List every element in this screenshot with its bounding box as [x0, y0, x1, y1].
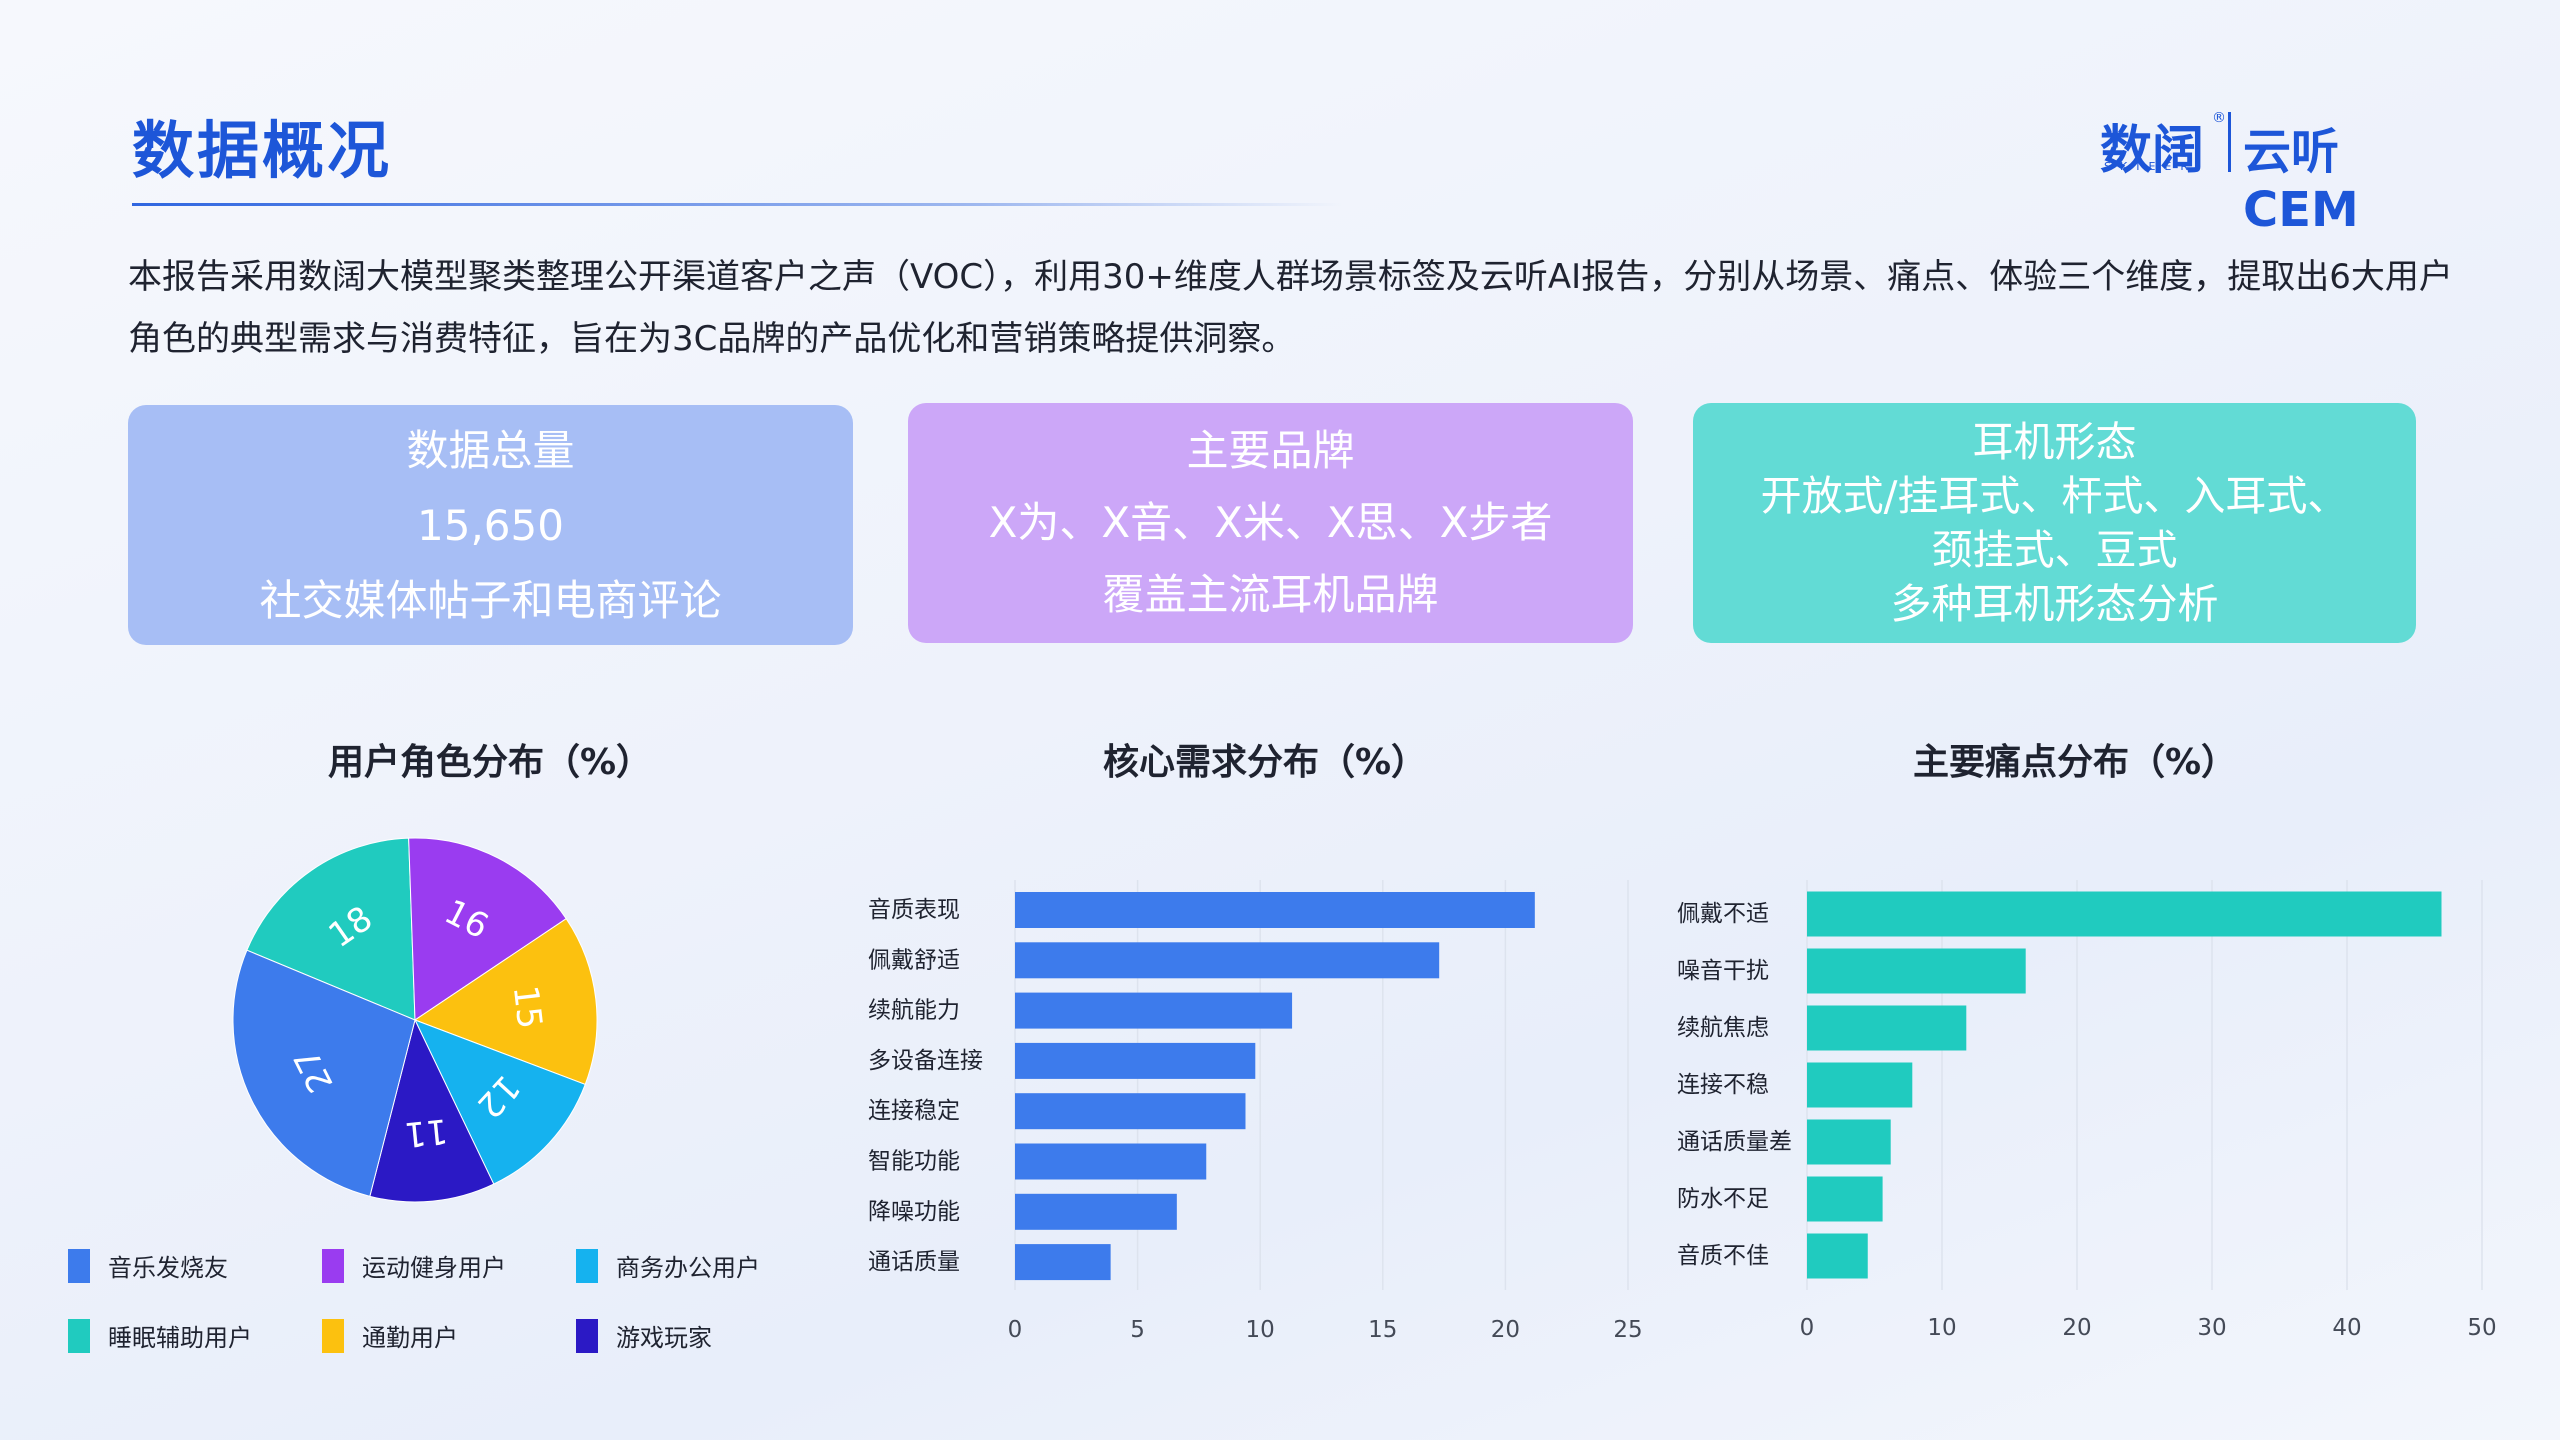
category-label-7: 降噪功能	[868, 1199, 960, 1225]
legend-swatch-4	[68, 1318, 90, 1353]
legend-label-6: 游戏玩家	[616, 1324, 712, 1352]
card-earphone-forms: 耳机形态 开放式/挂耳式、杆式、入耳式、 颈挂式、豆式 多种耳机形态分析	[1693, 403, 2416, 643]
category-label-7: 音质不佳	[1677, 1243, 1769, 1269]
bar-4	[1015, 1042, 1256, 1079]
category-label-8: 通话质量	[868, 1249, 960, 1275]
bar-5	[1807, 1119, 1891, 1165]
bar-1	[1807, 891, 2442, 937]
pie-slice-3	[414, 1019, 586, 1185]
category-label-6: 智能功能	[868, 1149, 960, 1175]
x-tick-label-1: 0	[1800, 1315, 1815, 1341]
x-tick-label-6: 50	[2467, 1315, 2496, 1341]
x-tick-label-5: 40	[2332, 1315, 2361, 1341]
legend-item-6: 游戏玩家	[576, 1318, 712, 1353]
x-tick-label-1: 0	[1008, 1317, 1023, 1343]
category-label-2: 佩戴舒适	[868, 947, 960, 973]
category-label-1: 音质表现	[868, 897, 960, 923]
card-data-total: 数据总量 15,650 社交媒体帖子和电商评论	[128, 405, 853, 645]
x-tick-label-4: 30	[2197, 1315, 2226, 1341]
logo-registered-mark: ®	[2212, 110, 2226, 126]
painpoint-chart-title: 主要痛点分布（%）	[1912, 742, 2238, 783]
page-title: 数据概况	[132, 114, 393, 187]
title-underline	[132, 203, 1342, 206]
logo-product-text: 云听CEM	[2243, 124, 2359, 238]
card-earphone-forms-title: 耳机形态	[1972, 418, 2137, 466]
pie-slice-6	[369, 1018, 495, 1203]
legend-item-1: 音乐发烧友	[68, 1248, 228, 1283]
bar-7	[1807, 1233, 1868, 1279]
card-data-total-desc: 社交媒体帖子和电商评论	[259, 575, 722, 625]
legend-item-3: 商务办公用户	[576, 1248, 760, 1283]
card-data-total-title: 数据总量	[406, 425, 575, 475]
bar-6	[1015, 1143, 1207, 1180]
card-main-brands-desc: 覆盖主流耳机品牌	[1102, 570, 1439, 619]
x-tick-label-3: 10	[1246, 1317, 1275, 1343]
pie-slice-label-5: 15	[505, 983, 550, 1031]
legend-label-2: 运动健身用户	[362, 1254, 506, 1282]
legend-swatch-1	[68, 1248, 90, 1283]
pie-slice-1	[232, 949, 416, 1197]
logo-divider	[2228, 112, 2231, 172]
pie-slice-4	[246, 837, 416, 1021]
card-earphone-forms-list-2: 颈挂式、豆式	[1931, 526, 2178, 574]
legend-swatch-3	[576, 1248, 598, 1283]
category-label-2: 噪音干扰	[1677, 958, 1769, 984]
x-tick-label-4: 15	[1368, 1317, 1397, 1343]
bar-6	[1807, 1176, 1883, 1222]
pie-slice-5	[413, 918, 598, 1086]
category-label-3: 续航能力	[868, 998, 960, 1024]
pie-legend: 音乐发烧友 运动健身用户 商务办公用户睡眠辅助用户 通勤用户 游戏玩家	[68, 1248, 788, 1378]
card-main-brands-title: 主要品牌	[1186, 426, 1355, 475]
legend-item-5: 通勤用户	[322, 1318, 458, 1353]
bar-3	[1807, 1005, 1967, 1051]
legend-item-2: 运动健身用户	[322, 1248, 506, 1283]
pie-chart-title: 用户角色分布（%）	[327, 742, 653, 783]
bar-8	[1015, 1244, 1111, 1281]
legend-label-4: 睡眠辅助用户	[108, 1324, 252, 1352]
category-label-5: 连接稳定	[868, 1098, 960, 1124]
category-label-1: 佩戴不适	[1677, 901, 1769, 927]
card-main-brands-list: X为、X音、X米、X思、X步者	[988, 498, 1553, 547]
x-tick-label-5: 20	[1491, 1317, 1520, 1343]
bar-3	[1015, 992, 1293, 1029]
logo-sub-text: SKIEER	[2104, 160, 2197, 173]
legend-label-5: 通勤用户	[362, 1324, 458, 1352]
category-label-6: 防水不足	[1677, 1186, 1769, 1212]
bar-4	[1807, 1062, 1913, 1108]
x-tick-label-6: 25	[1613, 1317, 1642, 1343]
pie-slice-label-6: 11	[403, 1110, 450, 1154]
legend-label-1: 音乐发烧友	[108, 1254, 228, 1282]
card-earphone-forms-list-1: 开放式/挂耳式、杆式、入耳式、	[1760, 472, 2349, 520]
card-earphone-forms-desc: 多种耳机形态分析	[1890, 580, 2219, 628]
card-data-total-value: 15,650	[417, 500, 564, 550]
bar-5	[1015, 1093, 1246, 1130]
category-label-3: 续航焦虑	[1677, 1015, 1769, 1041]
bar-7	[1015, 1193, 1177, 1230]
x-tick-label-2: 5	[1130, 1317, 1145, 1343]
legend-item-4: 睡眠辅助用户	[68, 1318, 252, 1353]
category-label-4: 连接不稳	[1677, 1072, 1769, 1098]
x-tick-label-3: 20	[2062, 1315, 2091, 1341]
legend-swatch-2	[322, 1248, 344, 1283]
logo-main-text: 数阔	[2100, 121, 2205, 181]
category-label-5: 通话质量差	[1677, 1129, 1792, 1155]
bar-2	[1807, 948, 2026, 994]
bar-1	[1015, 892, 1535, 928]
legend-label-3: 商务办公用户	[616, 1254, 760, 1282]
category-label-4: 多设备连接	[868, 1048, 983, 1074]
brand-logo: 数阔 ® SKIEER 云听CEM	[2100, 108, 2445, 238]
legend-swatch-6	[576, 1318, 598, 1353]
intro-paragraph: 本报告采用数阔大模型聚类整理公开渠道客户之声（VOC），利用30+维度人群场景标…	[128, 257, 2453, 359]
demand-chart-title: 核心需求分布（%）	[1102, 742, 1428, 783]
x-tick-label-2: 10	[1927, 1315, 1956, 1341]
pie-slice-2	[408, 837, 567, 1021]
card-main-brands: 主要品牌 X为、X音、X米、X思、X步者 覆盖主流耳机品牌	[908, 403, 1633, 643]
legend-swatch-5	[322, 1318, 344, 1353]
bar-2	[1015, 942, 1440, 979]
